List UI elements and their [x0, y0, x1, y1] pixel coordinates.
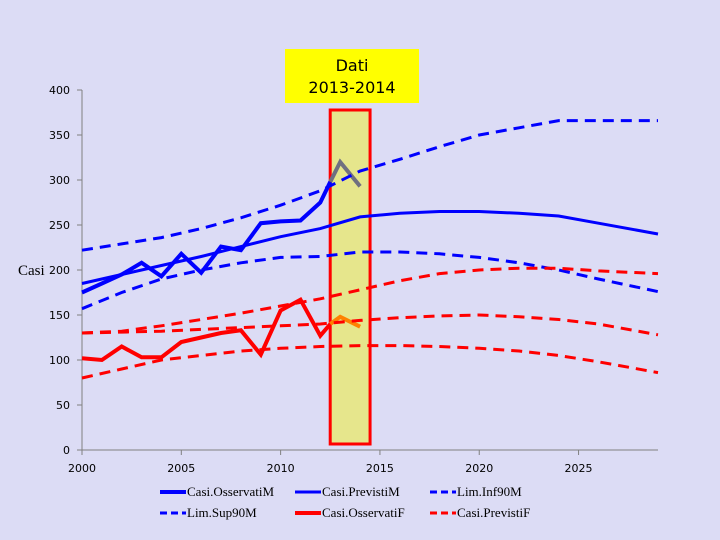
series-line-7	[81, 266, 659, 335]
highlight-layer	[328, 108, 372, 446]
y-axis-label: Casi	[18, 263, 45, 279]
y-tick-label: 250	[49, 219, 70, 232]
y-tick-label: 400	[49, 84, 70, 97]
y-tick-label: 0	[63, 444, 70, 457]
series-line-8	[81, 344, 659, 380]
callout: Dati 2013-2014	[285, 49, 419, 103]
legend-label: Casi.OsservatiM	[187, 484, 274, 499]
y-tick-label: 150	[49, 309, 70, 322]
x-tick-label: 2005	[167, 462, 195, 475]
series-layer	[81, 119, 659, 380]
legend: Casi.OsservatiM Casi.PrevistiM Lim.Inf90M L…	[160, 484, 530, 520]
axes: 0 50 100 150 200 250 300 350 400 2000 2005 2010 2015…	[18, 84, 658, 475]
legend-label: Lim.Inf90M	[457, 484, 522, 499]
annotation-text: 2013-2014	[308, 78, 395, 97]
legend-label: Lim.Sup90M	[187, 505, 257, 520]
annotation-box	[285, 49, 419, 103]
y-tick-label: 350	[49, 129, 70, 142]
annotation-text: Dati	[336, 56, 369, 75]
y-tick-label: 100	[49, 354, 70, 367]
x-tick-label: 2015	[366, 462, 394, 475]
series-line-2	[81, 210, 659, 285]
x-tick-label: 2025	[565, 462, 593, 475]
series-line-9	[81, 313, 659, 337]
legend-label: Casi.PrevistiF	[457, 505, 530, 520]
x-tick-label: 2000	[68, 462, 96, 475]
x-tick-label: 2020	[465, 462, 493, 475]
highlight-period-box	[328, 108, 372, 446]
x-tick-label: 2010	[267, 462, 295, 475]
series-line-6	[329, 314, 361, 329]
series-line-1	[328, 158, 362, 188]
legend-label: Casi.PrevistiM	[322, 484, 400, 499]
series-line-4	[81, 119, 658, 252]
legend-label: Casi.OsservatiF	[322, 505, 405, 520]
y-tick-label: 200	[49, 264, 70, 277]
y-tick-label: 50	[56, 399, 70, 412]
y-tick-label: 300	[49, 174, 70, 187]
